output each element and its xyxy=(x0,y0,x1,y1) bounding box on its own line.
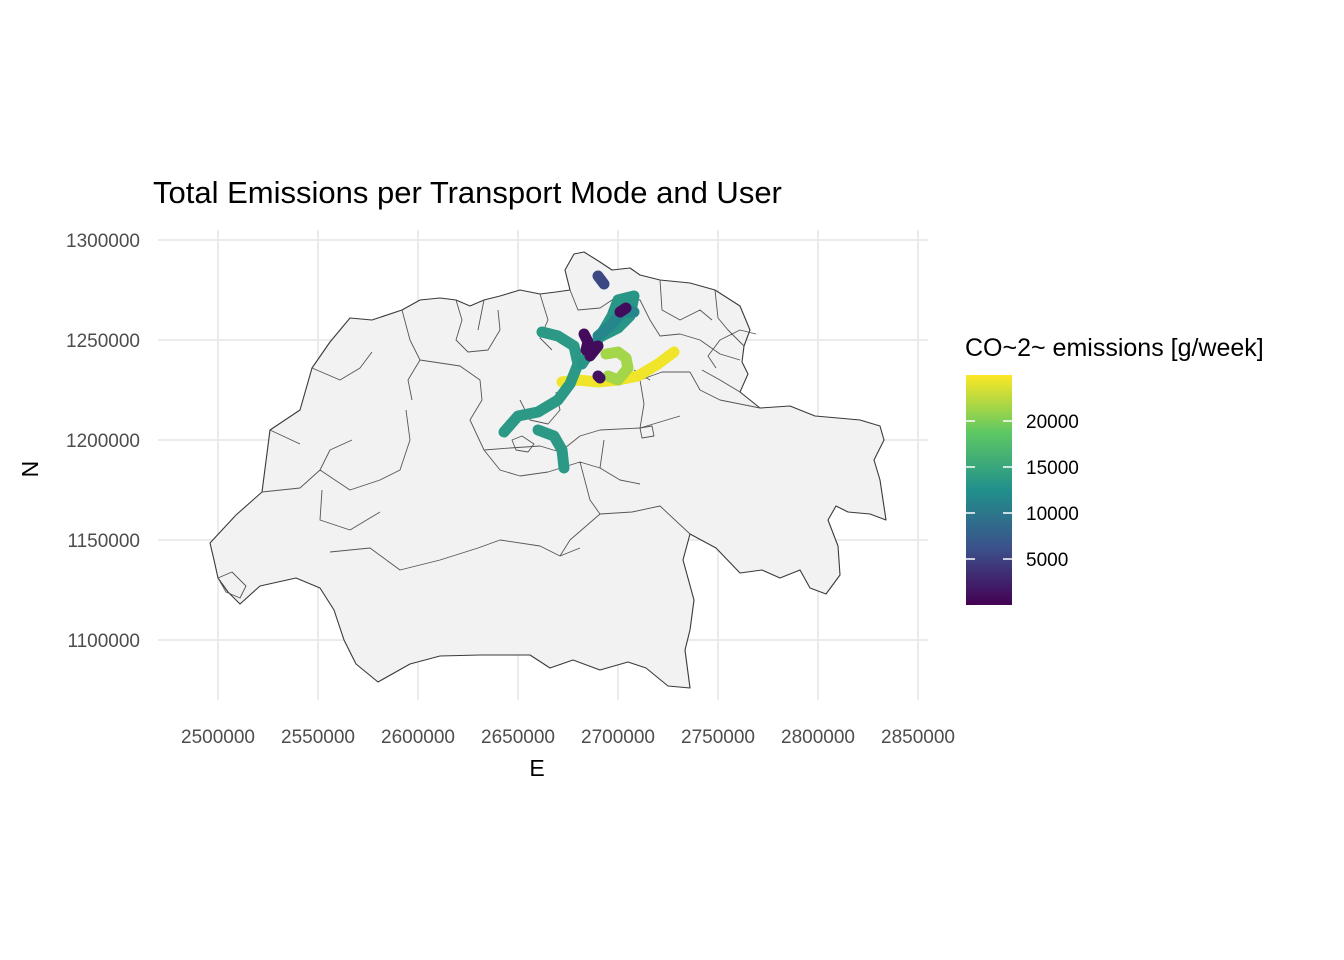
chart-title: Total Emissions per Transport Mode and U… xyxy=(153,175,782,210)
x-tick-label: 2700000 xyxy=(581,727,655,748)
y-tick-label: 1100000 xyxy=(67,631,140,652)
emission-track-9 xyxy=(592,370,606,384)
color-legend: CO~2~ emissions [g/week] 5000 10000 15000 2… xyxy=(965,334,1264,605)
y-tick-label: 1150000 xyxy=(67,531,140,552)
x-tick-label: 2600000 xyxy=(381,727,455,748)
y-axis-title: N xyxy=(17,461,43,478)
x-tick-label: 2650000 xyxy=(481,727,555,748)
y-axis-ticks: 1100000 1150000 1200000 1250000 1300000 xyxy=(66,231,140,652)
switzerland-map xyxy=(209,251,887,689)
emission-track-8 xyxy=(614,302,632,318)
x-axis-title: E xyxy=(529,755,544,781)
x-tick-label: 2850000 xyxy=(881,727,955,748)
emission-track-1 xyxy=(600,346,634,386)
legend-break-label: 15000 xyxy=(1026,458,1079,479)
emission-track-3 xyxy=(532,424,570,474)
canton-boundaries xyxy=(261,279,761,571)
emission-track-2 xyxy=(498,326,584,438)
y-tick-label: 1250000 xyxy=(66,331,140,352)
emission-track-6 xyxy=(592,270,610,290)
x-axis-ticks: 2500000 2550000 2600000 2650000 2700000 27500… xyxy=(181,727,955,748)
legend-break-label: 5000 xyxy=(1026,550,1068,571)
emission-tracks xyxy=(498,270,680,474)
lake-outlines xyxy=(217,425,655,599)
y-tick-label: 1200000 xyxy=(66,431,140,452)
legend-break-label: 10000 xyxy=(1026,504,1079,525)
x-tick-label: 2500000 xyxy=(181,727,255,748)
emission-track-7 xyxy=(578,328,604,362)
legend-breaks: 5000 10000 15000 20000 xyxy=(966,412,1079,571)
legend-title: CO~2~ emissions [g/week] xyxy=(965,334,1264,362)
legend-break-label: 20000 xyxy=(1026,412,1079,433)
y-tick-label: 1300000 xyxy=(66,231,140,252)
x-tick-label: 2750000 xyxy=(681,727,755,748)
x-tick-label: 2550000 xyxy=(281,727,355,748)
legend-colorbar xyxy=(966,375,1012,605)
x-tick-label: 2800000 xyxy=(781,727,855,748)
country-border xyxy=(209,251,887,689)
